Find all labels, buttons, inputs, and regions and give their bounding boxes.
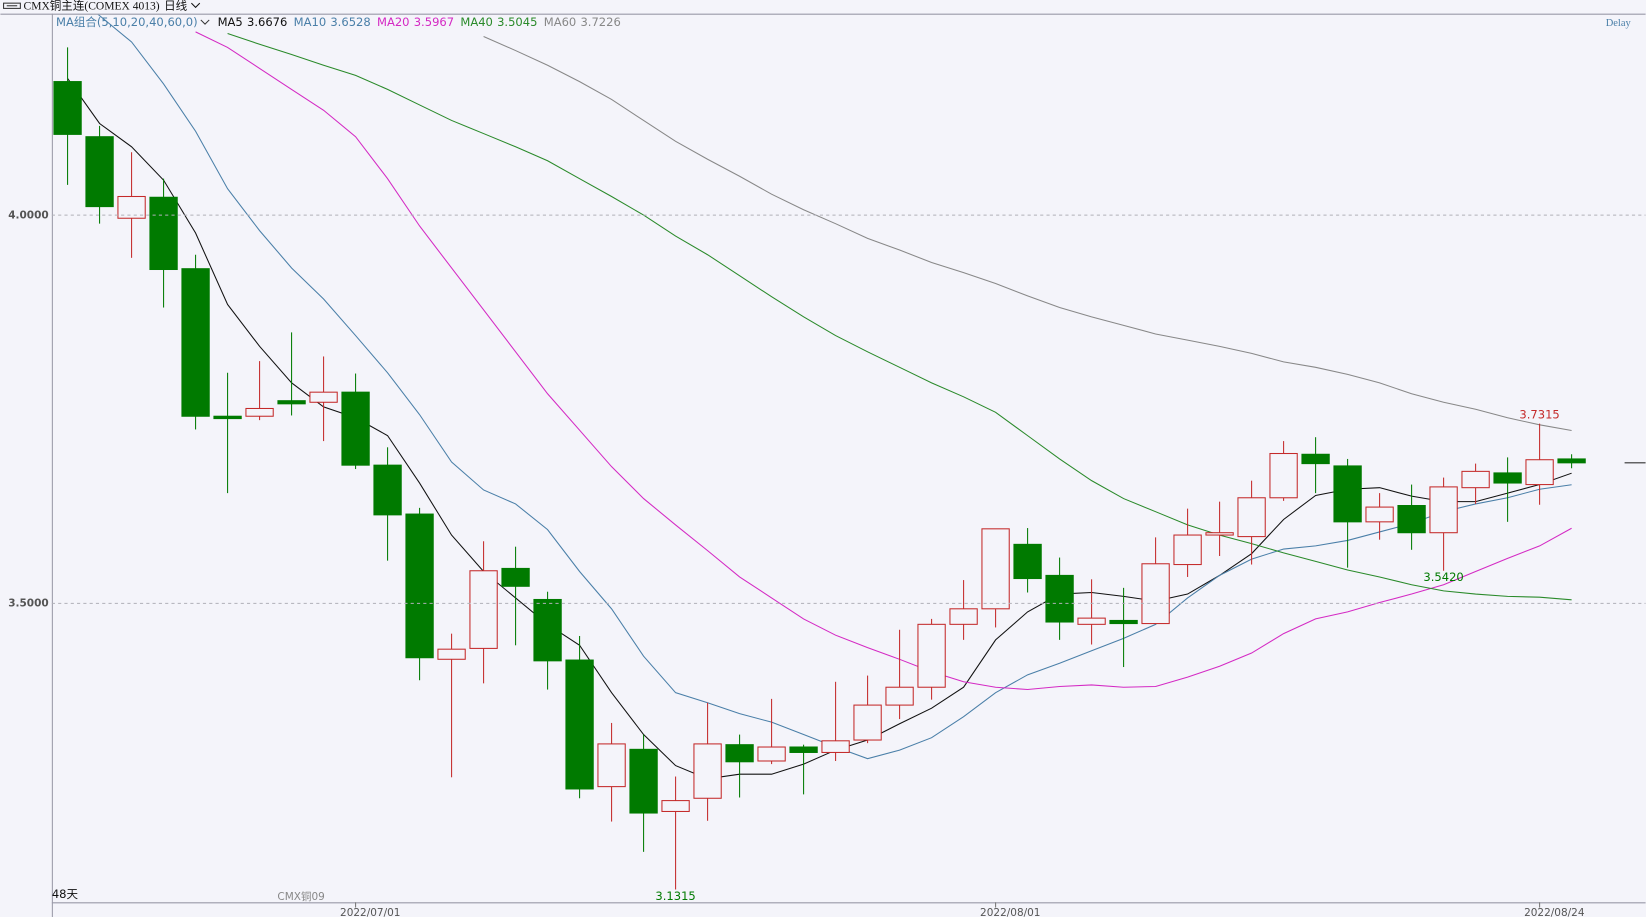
candle-body bbox=[693, 743, 722, 799]
legend-entry: MA20 3.5967 bbox=[377, 15, 454, 29]
candle-body bbox=[85, 136, 114, 208]
legend-value: 3.6676 bbox=[247, 15, 287, 29]
candle-body bbox=[917, 623, 946, 688]
candle-body bbox=[1141, 563, 1170, 625]
ma-line bbox=[195, 31, 1572, 691]
legend-value: 3.7226 bbox=[580, 15, 620, 29]
candle-body bbox=[1333, 465, 1362, 523]
extreme-annotation: 3.1315 bbox=[655, 889, 695, 903]
contract-label: CMX铜09 bbox=[277, 891, 324, 903]
candle-body bbox=[1013, 543, 1042, 580]
candle-body bbox=[597, 743, 626, 788]
chart-title: CMX铜主连(COMEX 4013) bbox=[24, 0, 160, 12]
candle-body bbox=[1109, 619, 1138, 625]
y-tick-label: 3.5000 bbox=[8, 598, 48, 610]
candle-body bbox=[1429, 486, 1458, 534]
delay-label: Delay bbox=[1606, 18, 1632, 29]
legend-entry: MA10 3.6528 bbox=[294, 15, 371, 29]
candle-body bbox=[373, 464, 402, 516]
candle-body bbox=[821, 740, 850, 753]
candle-body bbox=[853, 704, 882, 741]
candle-body bbox=[757, 746, 786, 762]
legend-entry: MA5 3.6676 bbox=[218, 15, 288, 29]
legend-name: MA5 bbox=[218, 15, 243, 29]
legend-value: 3.5967 bbox=[414, 15, 454, 29]
candle-body bbox=[1493, 472, 1522, 484]
legend-value: 3.5045 bbox=[497, 15, 537, 29]
candle-body bbox=[437, 648, 466, 660]
candle-body bbox=[1045, 574, 1074, 623]
candle-body bbox=[885, 686, 914, 706]
candle-body bbox=[1077, 617, 1106, 625]
legend-entry: MA60 3.7226 bbox=[544, 15, 621, 29]
candle-body bbox=[1269, 452, 1298, 499]
candle-body bbox=[789, 746, 818, 753]
candle-body bbox=[245, 407, 274, 417]
candle-body bbox=[405, 513, 434, 659]
candle-body bbox=[181, 268, 210, 417]
candle-body bbox=[725, 744, 754, 763]
legend-name: MA60 bbox=[544, 15, 577, 29]
legend-value: 3.6528 bbox=[330, 15, 370, 29]
bar-count: 48天 bbox=[52, 887, 79, 901]
candle-body bbox=[1301, 453, 1330, 465]
candle-body bbox=[1237, 497, 1266, 538]
ma-line bbox=[483, 36, 1572, 432]
candle-body bbox=[213, 415, 242, 420]
candle-body bbox=[117, 195, 146, 219]
candle-body bbox=[149, 196, 178, 271]
candle-body bbox=[277, 400, 306, 405]
candle-body bbox=[981, 528, 1010, 610]
extreme-annotation: 3.5420 bbox=[1423, 570, 1463, 584]
ma-line bbox=[97, 14, 1572, 760]
candle-body bbox=[53, 81, 82, 135]
ma-group-caret[interactable] bbox=[200, 19, 210, 25]
ma-group-label[interactable]: MA组合(5,10,20,40,60,0) bbox=[56, 15, 198, 29]
legend-name: MA10 bbox=[294, 15, 327, 29]
candle-body bbox=[629, 748, 658, 814]
candle-body bbox=[1461, 470, 1490, 489]
period-caret[interactable] bbox=[191, 2, 201, 9]
candle-body bbox=[1205, 532, 1234, 536]
ma-line bbox=[67, 78, 1572, 780]
period-selector[interactable]: 日线 bbox=[164, 0, 188, 12]
extreme-annotation: 3.7315 bbox=[1519, 407, 1559, 421]
candle-body bbox=[309, 391, 338, 403]
candle-body bbox=[533, 598, 562, 662]
candle-body bbox=[1397, 505, 1426, 534]
y-tick-label: 4.0000 bbox=[8, 209, 48, 221]
x-tick-label: 2022/07/01 bbox=[340, 907, 400, 917]
ma-line bbox=[227, 32, 1572, 601]
candle-body bbox=[501, 567, 530, 587]
candle-body bbox=[949, 608, 978, 625]
x-tick-label: 2022/08/24 bbox=[1524, 907, 1585, 917]
candle-body bbox=[565, 659, 594, 790]
plot-area bbox=[53, 14, 1586, 890]
candle-body bbox=[1365, 506, 1394, 523]
header-icon bbox=[3, 2, 21, 9]
candle-body bbox=[1173, 534, 1202, 566]
legend-name: MA40 bbox=[460, 15, 493, 29]
candle-body bbox=[1557, 458, 1586, 464]
candle-body bbox=[341, 391, 370, 466]
candle-body bbox=[1525, 459, 1554, 486]
candle-body bbox=[469, 570, 498, 649]
x-tick-label: 2022/08/01 bbox=[980, 907, 1040, 917]
legend-entry: MA40 3.5045 bbox=[460, 15, 537, 29]
candle-body bbox=[661, 800, 690, 812]
legend-name: MA20 bbox=[377, 15, 410, 29]
